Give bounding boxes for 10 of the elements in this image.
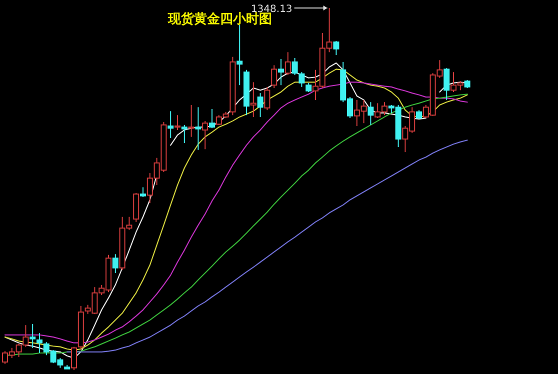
- candlestick: [188, 104, 194, 138]
- candlestick: [368, 102, 374, 126]
- candlestick: [236, 24, 243, 86]
- candlestick: [250, 82, 256, 118]
- chart-title: 现货黄金四小时图: [167, 11, 272, 27]
- candlestick: [36, 332, 42, 354]
- candlestick: [168, 110, 174, 138]
- candlestick: [278, 58, 284, 86]
- candlestick: [195, 106, 202, 150]
- candlestick: [30, 324, 36, 348]
